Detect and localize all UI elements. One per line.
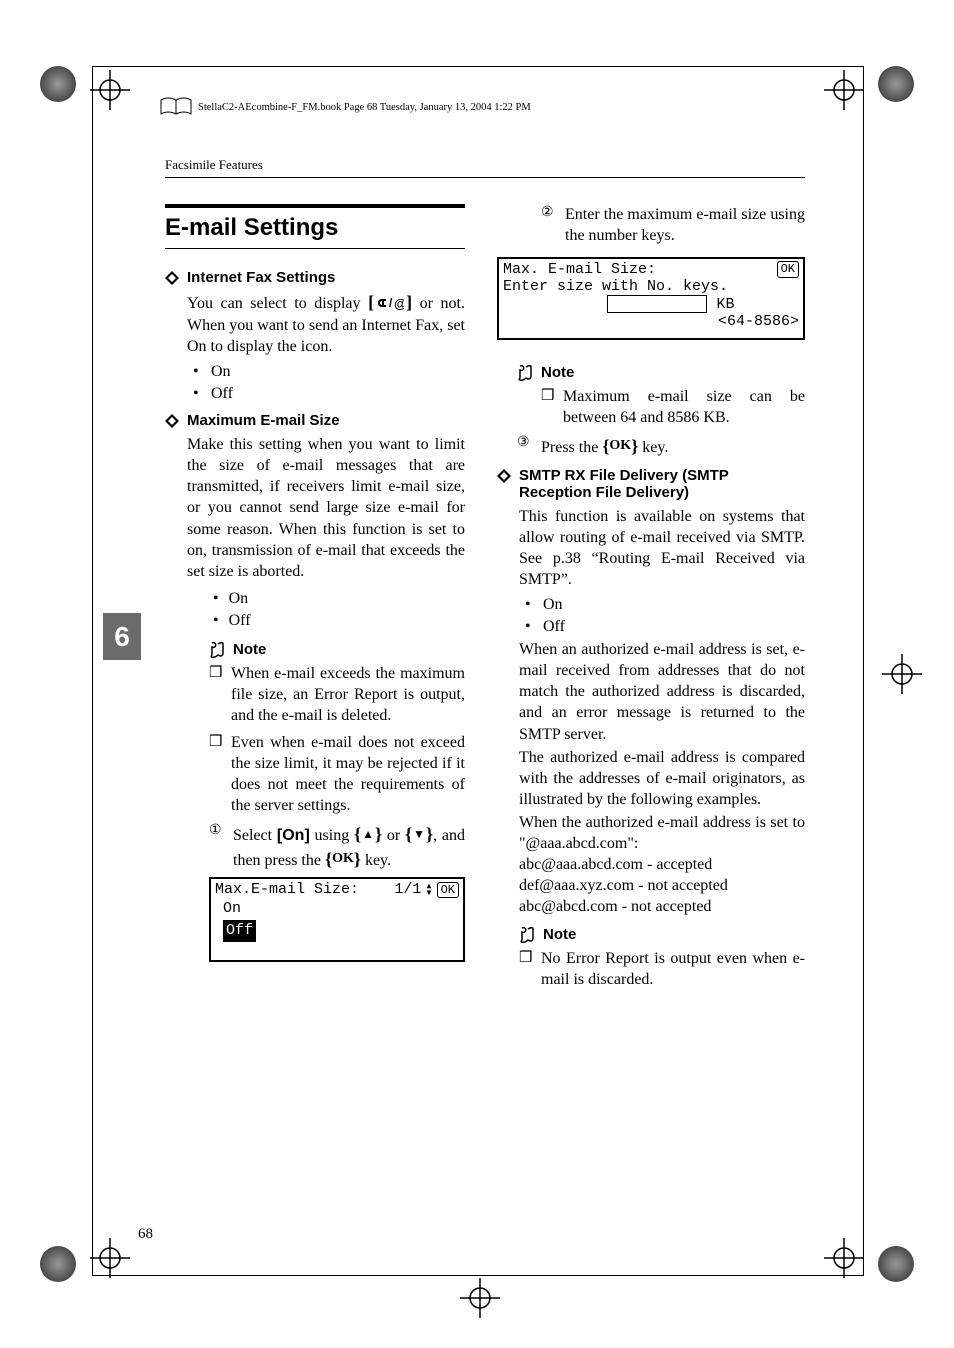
lcd-option-selected: Off [223,920,256,942]
note-text: No Error Report is output even when e-ma… [541,948,805,990]
note-heading: Note [517,364,805,382]
registration-mark-icon [40,66,76,102]
step-number-icon: ③ [517,434,533,458]
lcd-line: Enter size with No. keys. [503,278,799,295]
diamond-icon [165,271,179,285]
right-column: ② Enter the maximum e-mail size using th… [497,204,805,996]
option-list: •On •Off [193,361,465,404]
note-heading: Note [519,926,805,944]
option-list: •On •Off [213,588,465,633]
lcd-input [607,295,707,313]
lcd-title: Max.E-mail Size: [215,881,359,898]
lcd-ok: OK [437,882,459,898]
step-text: Press the {OK} key. [541,434,668,458]
note-icon [517,364,535,382]
registration-mark-icon [878,1246,914,1282]
ok-key-icon: {OK} [602,434,638,458]
step-list: ① Select [On] using {▲} or {▼}, and then… [209,822,465,871]
step-list: ② Enter the maximum e-mail size using th… [541,204,805,247]
phone-at-icon: [/@] [368,291,412,315]
section-internet-fax: Internet Fax Settings [165,269,465,286]
note-text: When e-mail exceeds the maximum file siz… [231,663,465,726]
page-content: Facsimile Features E-mail Settings Inter… [165,157,805,996]
section-smtp-rx: SMTP RX File Delivery (SMTP Reception Fi… [497,467,805,501]
note-list: ❒Maximum e-mail size can be between 64 a… [541,386,805,428]
example-text: abc@aaa.abcd.com - accepted [519,854,805,875]
up-key-icon: {▲} [354,822,382,846]
page-number: 68 [138,1226,153,1243]
option-item: On [229,588,249,610]
note-label: Note [541,364,574,381]
note-icon [519,926,537,944]
note-label: Note [543,926,576,943]
book-header: StellaC2-AEcombine-F_FM.book Page 68 Tue… [160,97,531,117]
step-text: Select [On] using {▲} or {▼}, and then p… [233,822,465,871]
body-text: You can select to display [/@] or not. W… [187,291,465,357]
lcd-unit: KB [717,296,735,313]
svg-text:@: @ [394,296,404,310]
svg-text:/: / [389,296,393,310]
note-list: ❒When e-mail exceeds the maximum file si… [209,663,465,817]
body-text: When an authorized e-mail address is set… [519,639,805,745]
book-header-text: StellaC2-AEcombine-F_FM.book Page 68 Tue… [198,102,531,113]
example-text: def@aaa.xyz.com - not accepted [519,875,805,896]
note-icon [209,641,227,659]
body-text: When the authorized e-mail address is se… [519,812,805,854]
diamond-icon [497,469,511,483]
lcd-range: <64-8586> [503,313,799,330]
option-list: •On •Off [525,594,805,637]
section-title: Maximum E-mail Size [187,412,340,429]
option-item: Off [229,610,251,632]
down-key-icon: {▼} [405,822,433,846]
body-text: This function is available on systems th… [519,506,805,590]
example-text: abc@abcd.com - not accepted [519,896,805,917]
updown-icon: ▴▾ [425,883,432,897]
page-title: E-mail Settings [165,204,465,249]
chapter-tab: 6 [103,613,141,660]
registration-mark-icon [40,1246,76,1282]
note-heading: Note [209,641,465,659]
step-text: Enter the maximum e-mail size using the … [565,204,805,247]
section-title: SMTP RX File Delivery (SMTP Reception Fi… [519,467,805,501]
diamond-icon [165,414,179,428]
crosshair-icon [460,1278,500,1318]
on-option: [On] [277,827,310,844]
lcd-page: 1/1 [394,881,421,898]
body-text: The authorized e-mail address is compare… [519,747,805,810]
step-number-icon: ② [541,204,557,247]
section-max-email: Maximum E-mail Size [165,412,465,429]
running-head: Facsimile Features [165,157,805,178]
lcd-option: On [223,898,459,920]
note-list: ❒No Error Report is output even when e-m… [519,948,805,990]
lcd-display: Max.E-mail Size: 1/1 ▴▾ OK On Off [209,877,465,962]
note-text: Maximum e-mail size can be between 64 an… [563,386,805,428]
note-label: Note [233,641,266,658]
option-item: On [543,594,563,616]
note-text: Even when e-mail does not exceed the siz… [231,732,465,816]
option-item: Off [543,616,565,638]
step-number-icon: ① [209,822,225,871]
option-item: On [211,361,231,383]
step-list: ③ Press the {OK} key. [517,434,805,458]
option-item: Off [211,383,233,405]
lcd-title: Max. E-mail Size: [503,261,656,278]
lcd-ok: OK [777,261,799,278]
body-text: Make this setting when you want to limit… [187,434,465,582]
left-column: E-mail Settings Internet Fax Settings Yo… [165,204,465,996]
section-title: Internet Fax Settings [187,269,335,286]
book-icon [160,97,192,117]
lcd-display: Max. E-mail Size: OK Enter size with No.… [497,257,805,340]
registration-mark-icon [878,66,914,102]
ok-key-icon: {OK} [325,847,361,871]
crosshair-icon [882,654,922,694]
